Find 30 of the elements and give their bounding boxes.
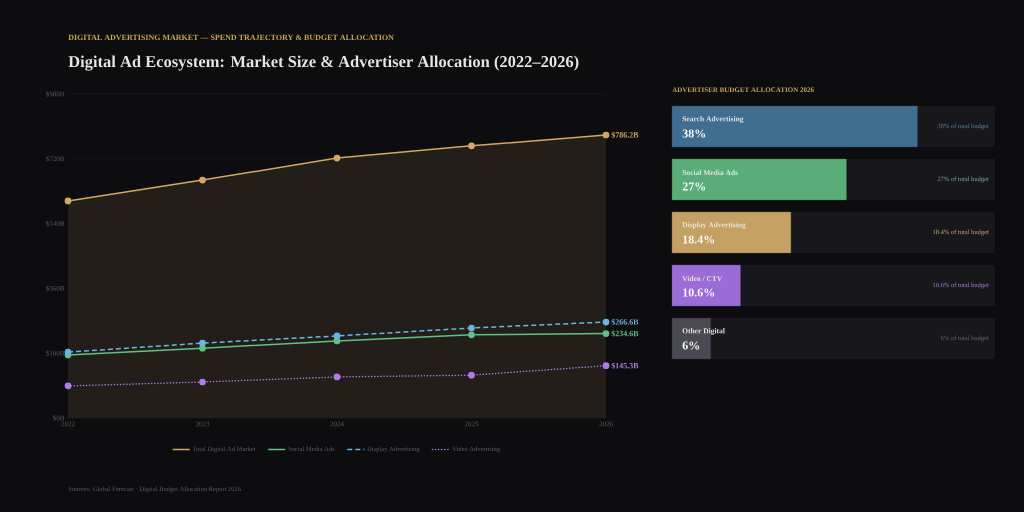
point [199, 378, 206, 386]
data-label: 27% [682, 182, 706, 191]
chart-subtitle: DIGITAL ADVERTISING MARKET — SPEND TRAJECTORY & BUDGET ALLOCATION [68, 34, 394, 41]
data-label: 10.6% [683, 288, 715, 297]
point [602, 330, 610, 337]
point [64, 197, 72, 205]
point [64, 382, 72, 390]
point [468, 331, 475, 339]
point [199, 344, 206, 352]
point [333, 154, 341, 162]
data-label: 6% [682, 341, 700, 350]
point [602, 318, 610, 326]
data-label: $786.2B [611, 131, 639, 139]
point [468, 371, 475, 379]
point [333, 373, 341, 381]
data-label: $234.6B [611, 330, 639, 337]
point [199, 176, 206, 184]
data-label: $266.6B [611, 318, 639, 326]
data-label: 38% [682, 129, 706, 138]
data-label: 18.4% [683, 235, 715, 244]
point [468, 324, 475, 332]
point [602, 131, 610, 139]
bar [671, 264, 741, 307]
data-label: $145.3B [611, 362, 639, 369]
point [199, 339, 206, 347]
point [333, 337, 341, 345]
point [333, 332, 341, 340]
point [468, 142, 475, 150]
point [602, 362, 610, 370]
chart-title: Digital Ad Ecosystem: Market Size & Advertiser Allocation (2022–2026) [68, 55, 579, 71]
